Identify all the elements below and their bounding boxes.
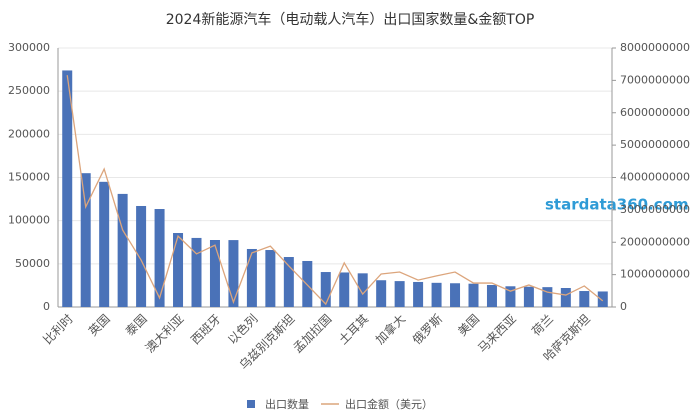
bar	[505, 286, 516, 307]
y2-tick-label: 1000000000	[620, 268, 690, 281]
x-tick-label: 美国	[455, 312, 482, 339]
bar	[80, 173, 91, 307]
bar	[62, 70, 73, 308]
bar	[154, 209, 165, 307]
bar	[431, 282, 442, 307]
x-tick-label: 荷兰	[529, 312, 556, 339]
legend-swatch	[247, 400, 255, 408]
legend-label: 出口数量	[265, 397, 309, 411]
bar	[413, 281, 424, 307]
x-tick-label: 泰国	[123, 312, 150, 339]
bar	[283, 257, 294, 307]
chart-title: 2024新能源汽车（电动载人汽车）出口国家数量&金额TOP	[166, 11, 535, 28]
y-tick-label: 150000	[8, 171, 50, 184]
bar	[246, 248, 257, 307]
y-tick-label: 50000	[15, 257, 50, 270]
bar	[265, 250, 276, 307]
bar	[320, 272, 331, 307]
bar	[394, 281, 405, 307]
bar	[542, 287, 553, 307]
bar	[117, 193, 128, 307]
x-tick-label: 马来西亚	[475, 312, 519, 356]
y2-tick-label: 4000000000	[620, 171, 690, 184]
y-tick-label: 250000	[8, 84, 50, 97]
bar	[99, 181, 110, 307]
y2-tick-label: 3000000000	[620, 203, 690, 216]
bar	[560, 288, 571, 307]
line	[66, 75, 604, 306]
bar	[302, 260, 313, 307]
watermark: stardata360.com	[545, 196, 689, 214]
bar	[597, 291, 608, 307]
y-tick-label: 300000	[8, 41, 50, 54]
bar	[173, 233, 184, 307]
bar	[209, 240, 220, 307]
x-tick-label: 澳大利亚	[143, 312, 187, 356]
y2-tick-label: 8000000000	[620, 41, 690, 54]
x-tick-label: 比利时	[40, 312, 75, 347]
x-tick-label: 俄罗斯	[410, 312, 445, 347]
x-tick-label: 孟加拉国	[290, 311, 335, 356]
bar	[228, 240, 239, 307]
legend-label: 出口金额（美元）	[345, 397, 433, 411]
y-tick-label: 100000	[8, 214, 50, 227]
bar	[486, 284, 497, 307]
x-tick-label: 土耳其	[336, 312, 371, 347]
y2-tick-label: 6000000000	[620, 106, 690, 119]
bar	[450, 283, 461, 307]
bar	[191, 237, 202, 307]
bar	[357, 273, 368, 307]
bar	[468, 283, 479, 307]
x-tick-label: 加拿大	[372, 311, 408, 347]
bar	[579, 291, 590, 307]
y-tick-label: 0	[43, 300, 50, 313]
x-tick-label: 英国	[86, 312, 113, 339]
bar	[376, 280, 387, 307]
bar	[339, 272, 350, 307]
y2-tick-label: 7000000000	[620, 73, 690, 86]
x-tick-label: 西班牙	[188, 312, 223, 347]
y2-tick-label: 5000000000	[620, 138, 690, 151]
bar	[136, 205, 147, 307]
y2-tick-label: 0	[620, 300, 627, 313]
y-tick-label: 200000	[8, 127, 50, 140]
y2-tick-label: 2000000000	[620, 235, 690, 248]
x-tick-label: 以色列	[225, 312, 260, 347]
bar	[523, 286, 534, 307]
